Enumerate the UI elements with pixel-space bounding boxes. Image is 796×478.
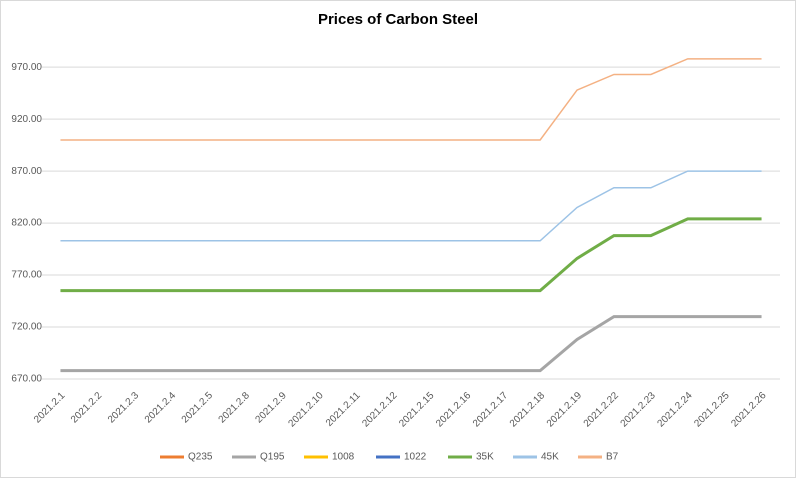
legend-label: Q195 [260,452,285,463]
y-tick-label: 870.00 [11,166,42,177]
y-tick-label: 720.00 [11,322,42,333]
series-line [60,170,762,242]
legend-label: 35K [476,452,494,463]
chart-title: Prices of Carbon Steel [318,11,478,28]
y-tick-label: 670.00 [11,374,42,385]
y-tick-label: 820.00 [11,218,42,229]
legend-label: 1022 [404,452,427,463]
legend-label: Q235 [188,452,213,463]
legend-label: 1008 [332,452,355,463]
y-tick-label: 920.00 [11,114,42,125]
y-tick-label: 970.00 [11,62,42,73]
series-line [60,217,762,293]
y-tick-label: 770.00 [11,270,42,281]
legend-label: 45K [541,452,559,463]
series-line [60,58,762,141]
legend-label: B7 [606,452,619,463]
series-line [60,315,762,373]
